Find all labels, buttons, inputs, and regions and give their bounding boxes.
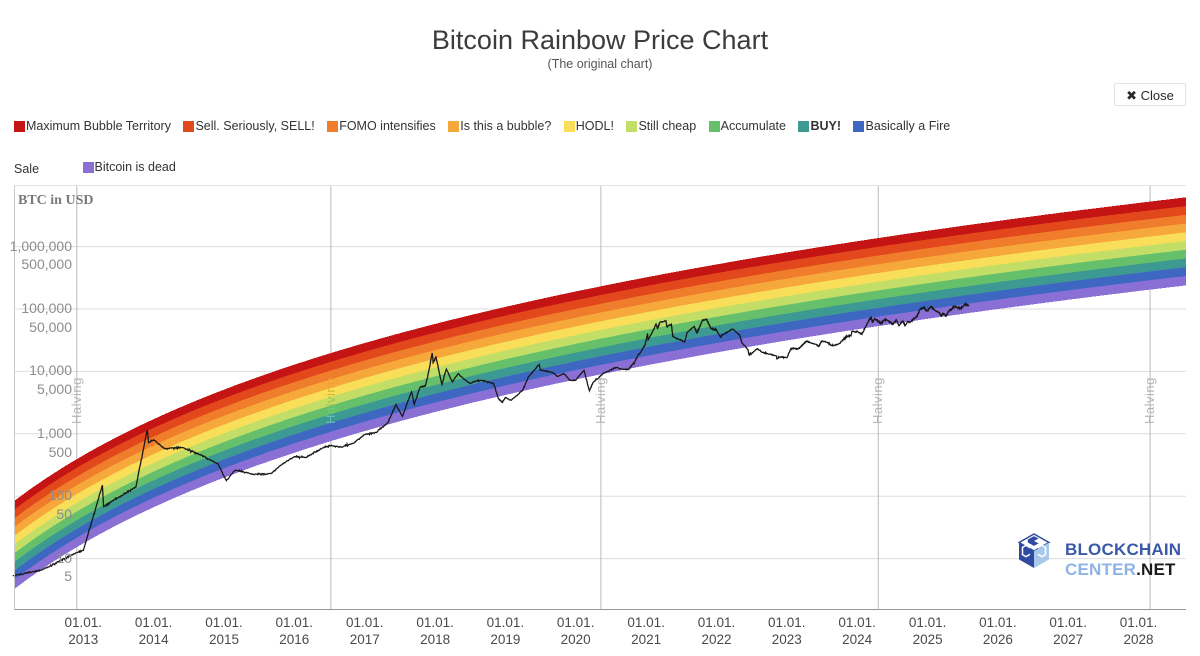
svg-text:CENTER.NET: CENTER.NET bbox=[1065, 560, 1176, 579]
svg-text:BLOCKCHAIN: BLOCKCHAIN bbox=[1065, 540, 1181, 559]
